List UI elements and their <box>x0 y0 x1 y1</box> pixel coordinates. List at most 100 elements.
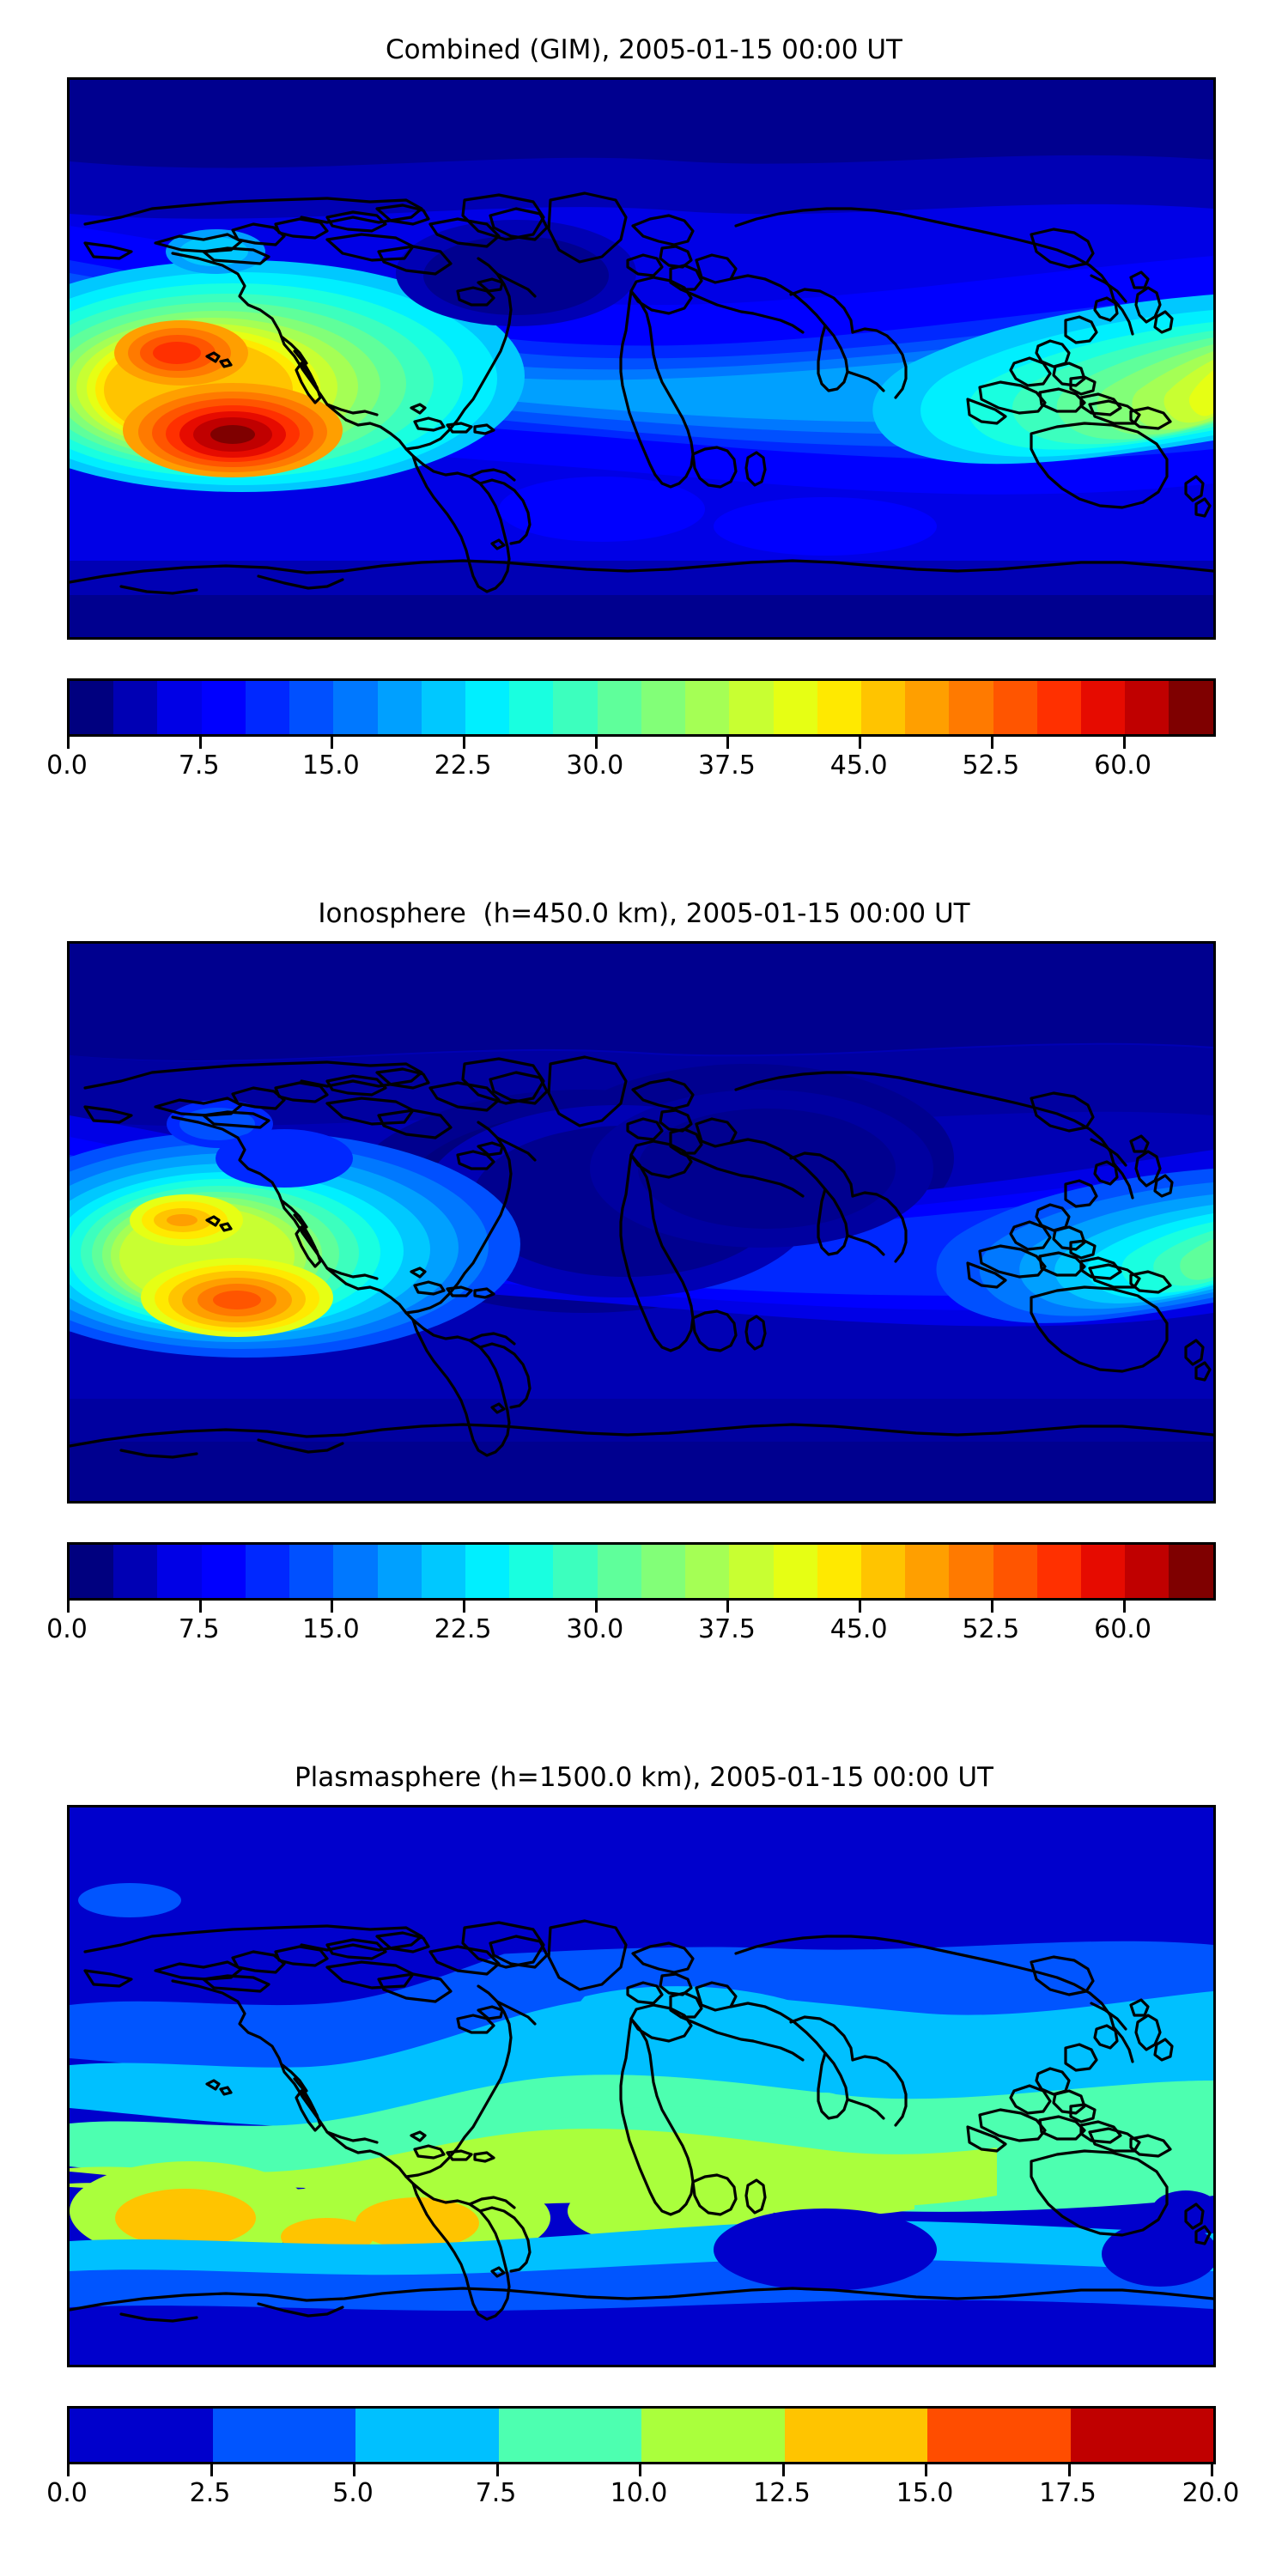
colorbar-band <box>201 681 246 734</box>
colorbar-band <box>70 681 114 734</box>
colorbar-tick-label: 30.0 <box>566 750 624 781</box>
colorbar-tick-label: 5.0 <box>332 2478 374 2508</box>
colorbar-band <box>355 2409 499 2462</box>
colorbar-tick <box>463 1601 466 1613</box>
colorbar-tick <box>594 1601 598 1613</box>
colorbar-band <box>509 1545 554 1598</box>
colorbar-tick-label: 2.5 <box>189 2478 231 2508</box>
colorbar-tick-label: 52.5 <box>962 1614 1020 1644</box>
colorbar-tick-label: 37.5 <box>698 1614 756 1644</box>
colorbar-labels-combined-gim: 0.0 7.5 15.0 22.5 30.0 37.5 45.0 52.5 60.0 <box>46 750 1211 785</box>
colorbar-tick-label: 15.0 <box>896 2478 954 2508</box>
colorbar-band <box>993 1545 1037 1598</box>
colorbar-tick-label: 0.0 <box>46 750 88 781</box>
colorbar-band <box>553 681 598 734</box>
colorbar-tick <box>990 1601 993 1613</box>
colorbar-band <box>289 1545 334 1598</box>
colorbar-band <box>817 1545 861 1598</box>
colorbar-band <box>905 1545 950 1598</box>
colorbar-tick-label: 22.5 <box>434 750 492 781</box>
colorbar-band <box>949 1545 993 1598</box>
map-svg-ionosphere <box>70 944 1213 1501</box>
colorbar-band <box>421 681 465 734</box>
colorbar-band <box>641 2409 785 2462</box>
colorbar-band <box>201 1545 246 1598</box>
colorbar-tick <box>859 1601 862 1613</box>
colorbar-labels-ionosphere: 0.0 7.5 15.0 22.5 30.0 37.5 45.0 52.5 60.0 <box>46 1614 1211 1649</box>
colorbar-tick-label: 60.0 <box>1094 1614 1151 1644</box>
colorbar-tick <box>1211 2464 1213 2476</box>
colorbar-tick <box>463 737 466 749</box>
colorbar-band <box>784 2409 927 2462</box>
colorbar-tick <box>353 2464 355 2476</box>
colorbar-tick-label: 20.0 <box>1182 2478 1240 2508</box>
panel-title-plasmasphere: Plasmasphere (h=1500.0 km), 2005-01-15 0… <box>294 1762 993 1793</box>
colorbar-band <box>157 1545 202 1598</box>
map-svg-combined-gim <box>70 80 1213 637</box>
colorbar-ticks-plasmasphere <box>67 2464 1213 2476</box>
colorbar-tick-label: 45.0 <box>829 1614 888 1644</box>
panel-combined-gim: Combined (GIM), 2005-01-15 00:00 UT <box>0 34 1288 781</box>
colorbar-tick <box>67 1601 70 1613</box>
colorbar-tick-label: 22.5 <box>434 1614 492 1644</box>
colorbar-tick <box>198 1601 202 1613</box>
colorbar-band <box>1169 1545 1213 1598</box>
colorbar-tick <box>331 737 334 749</box>
colorbar-band <box>993 681 1037 734</box>
colorbar-gradient-ionosphere <box>67 1542 1216 1601</box>
colorbar-tick <box>726 1601 730 1613</box>
colorbar-band <box>465 1545 510 1598</box>
colorbar-band <box>465 681 510 734</box>
colorbar-tick <box>726 737 730 749</box>
colorbar-tick-label: 52.5 <box>962 750 1020 781</box>
colorbar-tick <box>1122 737 1126 749</box>
colorbar-band <box>773 681 817 734</box>
map-frame-plasmasphere <box>67 1805 1216 2367</box>
colorbar-band <box>553 1545 598 1598</box>
colorbar-gradient-combined-gim <box>67 678 1216 737</box>
panel-plasmasphere: Plasmasphere (h=1500.0 km), 2005-01-15 0… <box>0 1762 1288 2508</box>
map-frame-combined-gim <box>67 77 1216 640</box>
colorbar-band <box>949 681 993 734</box>
colorbar-band <box>509 681 554 734</box>
colorbar-tick-label: 30.0 <box>566 1614 624 1644</box>
colorbar-band <box>597 1545 641 1598</box>
colorbar-tick <box>859 737 862 749</box>
panel-title-combined-gim: Combined (GIM), 2005-01-15 00:00 UT <box>386 34 902 65</box>
colorbar-band <box>70 1545 114 1598</box>
colorbar-band <box>377 1545 422 1598</box>
colorbar-band <box>1081 681 1126 734</box>
colorbar-band <box>498 2409 641 2462</box>
colorbar-tick-label: 7.5 <box>178 750 220 781</box>
colorbar-tick-label: 10.0 <box>610 2478 668 2508</box>
colorbar-band <box>421 1545 465 1598</box>
colorbar-tick-label: 37.5 <box>698 750 756 781</box>
colorbar-ticks-ionosphere <box>67 1601 1211 1613</box>
colorbar-band <box>113 681 158 734</box>
colorbar-tick-label: 0.0 <box>46 2478 88 2508</box>
colorbar-band <box>1036 1545 1082 1598</box>
colorbar-tick-label: 15.0 <box>301 1614 360 1644</box>
colorbar-tick-label: 7.5 <box>475 2478 517 2508</box>
colorbar-tick <box>67 2464 70 2476</box>
colorbar-band <box>597 681 641 734</box>
colorbar-gradient-plasmasphere <box>67 2406 1216 2464</box>
colorbar-tick-label: 12.5 <box>753 2478 811 2508</box>
colorbar-tick <box>1122 1601 1126 1613</box>
colorbar-band <box>377 681 422 734</box>
colorbar-band <box>245 1545 290 1598</box>
colorbar-band <box>685 1545 730 1598</box>
colorbar-tick <box>990 737 993 749</box>
colorbar-tick-label: 17.5 <box>1039 2478 1097 2508</box>
colorbar-tick <box>594 737 598 749</box>
colorbar-band <box>641 1545 686 1598</box>
colorbar-band <box>860 1545 906 1598</box>
colorbar-band <box>817 681 861 734</box>
colorbar-band <box>333 681 378 734</box>
colorbar-tick <box>331 1601 334 1613</box>
map-frame-ionosphere <box>67 941 1216 1504</box>
colorbar-tick <box>1067 2464 1071 2476</box>
colorbar-ticks-combined-gim <box>67 737 1211 749</box>
colorbar-band <box>157 681 202 734</box>
colorbar-band <box>70 2409 213 2462</box>
